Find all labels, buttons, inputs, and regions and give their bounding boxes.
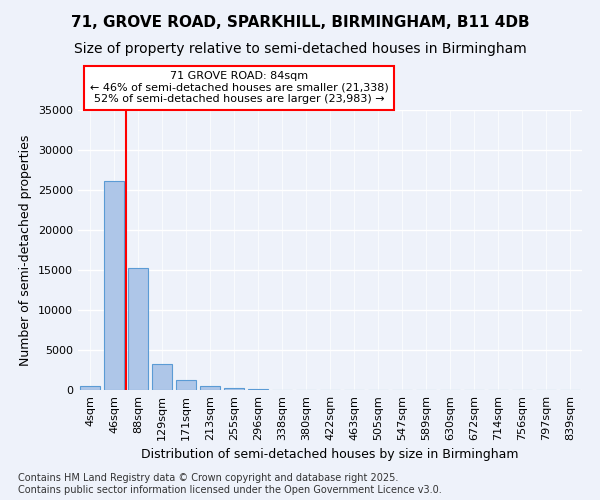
Y-axis label: Number of semi-detached properties: Number of semi-detached properties: [19, 134, 32, 366]
Bar: [200, 386, 220, 390]
Text: 71, GROVE ROAD, SPARKHILL, BIRMINGHAM, B11 4DB: 71, GROVE ROAD, SPARKHILL, BIRMINGHAM, B…: [71, 15, 529, 30]
X-axis label: Distribution of semi-detached houses by size in Birmingham: Distribution of semi-detached houses by …: [141, 448, 519, 462]
Text: 71 GROVE ROAD: 84sqm
← 46% of semi-detached houses are smaller (21,338)
52% of s: 71 GROVE ROAD: 84sqm ← 46% of semi-detac…: [90, 71, 389, 104]
Bar: [224, 388, 244, 390]
Text: Contains HM Land Registry data © Crown copyright and database right 2025.
Contai: Contains HM Land Registry data © Crown c…: [18, 474, 442, 495]
Bar: [248, 389, 268, 390]
Bar: [128, 268, 148, 390]
Bar: [80, 386, 100, 390]
Text: Size of property relative to semi-detached houses in Birmingham: Size of property relative to semi-detach…: [74, 42, 526, 56]
Bar: [176, 380, 196, 390]
Bar: [104, 181, 124, 390]
Bar: [152, 364, 172, 390]
